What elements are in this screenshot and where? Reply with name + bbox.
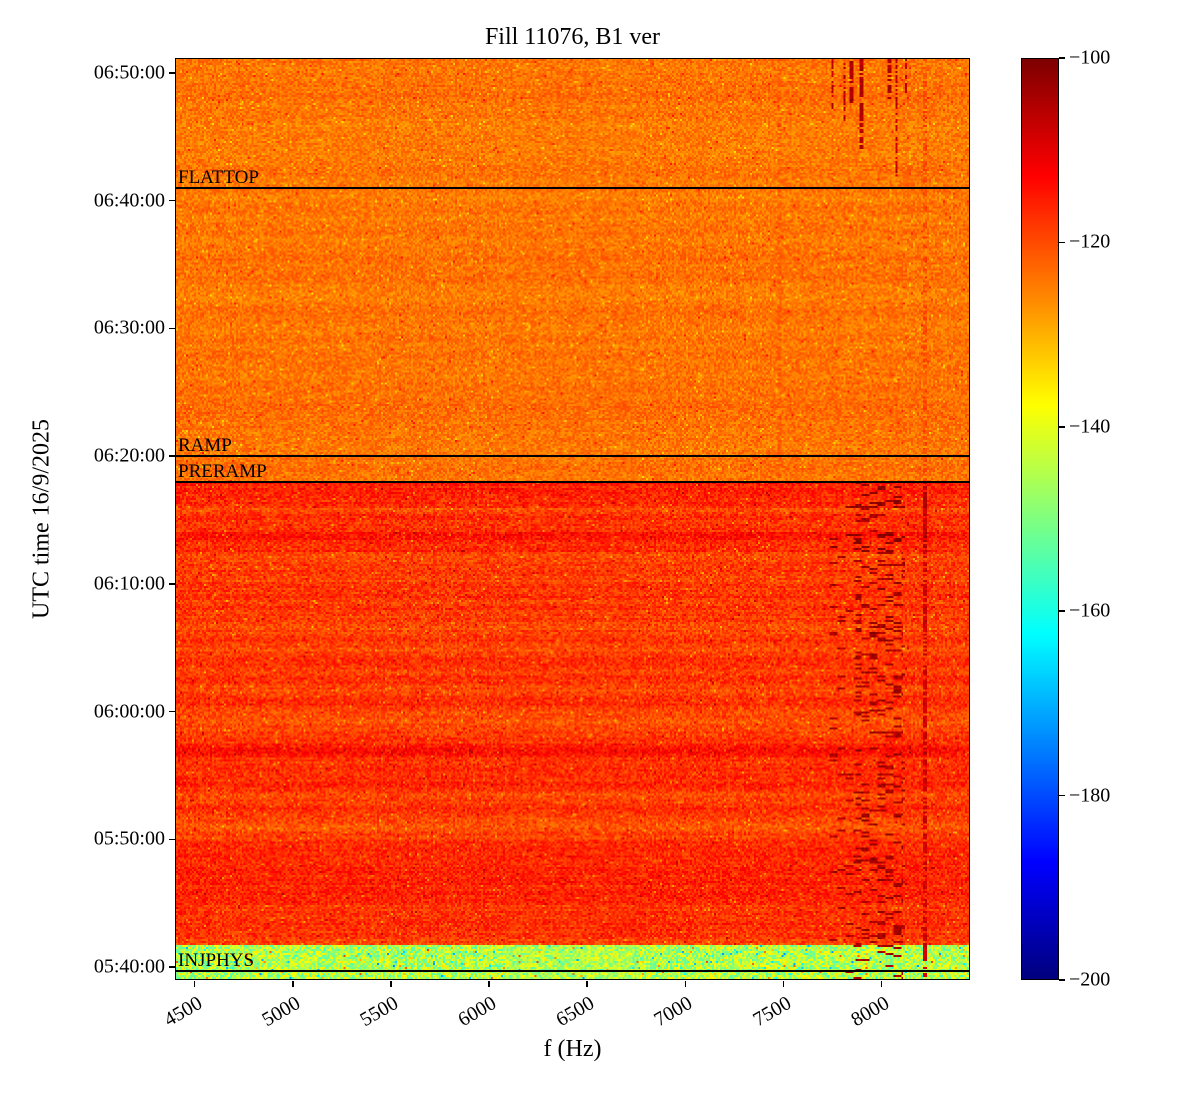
y-tick-mark <box>169 327 175 330</box>
annotation-label-ramp: RAMP <box>178 435 232 457</box>
x-tick-mark <box>193 981 196 987</box>
colorbar-tick-mark <box>1059 426 1065 428</box>
y-tick-label: 06:50:00 <box>93 61 165 84</box>
x-tick-mark <box>782 981 785 987</box>
x-axis-label: f (Hz) <box>543 1036 602 1062</box>
colorbar-tick-label: −160 <box>1069 599 1111 622</box>
x-tick-mark <box>880 981 883 987</box>
colorbar <box>1021 58 1059 980</box>
spectrogram-heatmap-canvas <box>176 59 969 979</box>
annotation-line-flattop <box>175 186 970 189</box>
annotation-label-flattop: FLATTOP <box>178 166 259 188</box>
colorbar-gradient-canvas <box>1022 59 1058 979</box>
y-tick-label: 06:20:00 <box>93 444 165 467</box>
colorbar-tick-mark <box>1059 57 1065 59</box>
chart-title: Fill 11076, B1 ver <box>484 24 661 50</box>
x-tick-mark <box>390 981 392 987</box>
y-tick-label: 06:40:00 <box>93 189 165 212</box>
y-tick-label: 06:00:00 <box>93 700 165 723</box>
annotation-line-preramp <box>175 480 970 483</box>
y-tick-label: 05:50:00 <box>93 827 165 850</box>
x-tick-mark <box>292 981 294 987</box>
y-tick-mark <box>169 583 175 585</box>
annotation-line-ramp <box>175 455 970 458</box>
spectrogram-plot-area <box>175 58 970 980</box>
x-tick-mark <box>684 981 687 987</box>
y-tick-mark <box>169 72 175 74</box>
annotation-label-preramp: PRERAMP <box>178 460 267 482</box>
y-tick-mark <box>169 966 175 968</box>
x-tick-mark <box>586 981 588 987</box>
colorbar-tick-label: −140 <box>1069 415 1111 438</box>
y-tick-mark <box>169 199 175 202</box>
y-tick-mark <box>169 455 175 457</box>
y-tick-label: 06:10:00 <box>93 572 165 595</box>
colorbar-tick-label: −200 <box>1069 968 1111 991</box>
x-tick-mark <box>488 981 490 987</box>
y-tick-mark <box>169 838 175 841</box>
colorbar-tick-mark <box>1059 241 1065 244</box>
colorbar-tick-mark <box>1059 794 1065 797</box>
annotation-label-injphys: INJPHYS <box>178 950 255 972</box>
colorbar-tick-mark <box>1059 979 1065 981</box>
colorbar-tick-label: −100 <box>1069 46 1111 69</box>
y-tick-mark <box>169 710 175 713</box>
colorbar-tick-label: −180 <box>1069 784 1111 807</box>
annotation-line-injphys <box>175 970 970 973</box>
y-tick-label: 05:40:00 <box>93 955 165 978</box>
colorbar-tick-mark <box>1059 610 1065 612</box>
y-tick-label: 06:30:00 <box>93 316 165 339</box>
colorbar-tick-label: −120 <box>1069 230 1111 253</box>
